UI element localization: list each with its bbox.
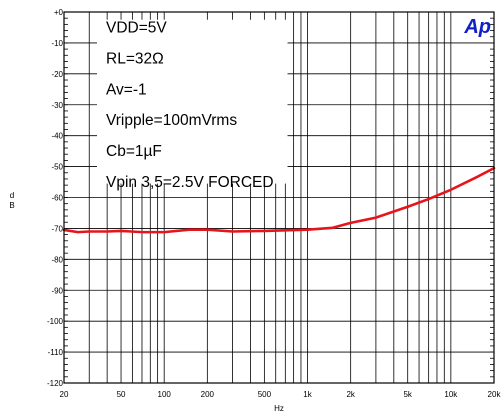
y-tick-label: -120 — [47, 379, 64, 388]
x-tick-label: 20 — [60, 390, 69, 399]
y-tick-label: -70 — [51, 224, 63, 233]
annotation-text: Vpin 3,5=2.5V FORCED — [106, 174, 274, 191]
y-tick-label: -30 — [51, 101, 63, 110]
series-line — [62, 166, 496, 234]
annotation-text: RL=32Ω — [106, 50, 164, 67]
y-tick-label: -110 — [48, 348, 64, 357]
x-tick-label: 100 — [158, 390, 172, 399]
x-tick-label: 1k — [303, 390, 312, 399]
x-tick-label: 20k — [488, 390, 502, 399]
annotation-text: Vripple=100mVrms — [106, 112, 237, 129]
y-tick-label: -50 — [51, 163, 63, 172]
annotation-text: Av=-1 — [106, 81, 147, 98]
y-tick-label: +0 — [54, 8, 64, 17]
y-tick-label: -60 — [51, 194, 63, 203]
annotation-box: VDD=5V RL=32Ω Av=-1 Vripple=100mVrms Cb=1µF V… — [97, 19, 288, 191]
y-tick-label: -80 — [51, 255, 63, 264]
x-tick-label: 200 — [201, 390, 215, 399]
ap-logo: Ap — [463, 16, 491, 38]
y-tick-label: -90 — [51, 286, 63, 295]
series-layer — [62, 166, 496, 234]
x-tick-label: 50 — [117, 390, 126, 399]
y-tick-labels: +0 -10 -20 -30 -40 -50 -60 -70 -80 -90 -100 -110 -12… — [47, 8, 64, 388]
x-tick-label: 10k — [444, 390, 458, 399]
y-tick-label: -100 — [47, 317, 64, 326]
y-tick-label: -20 — [51, 70, 63, 79]
annotation-text: Cb=1µF — [106, 143, 162, 160]
x-tick-label: 2k — [346, 390, 355, 399]
y-tick-label: -40 — [51, 132, 63, 141]
x-tick-labels: 20 50 100 200 500 1k 2k 5k 10k 20k — [60, 390, 502, 399]
x-axis-label: Hz — [274, 404, 284, 413]
annotation-text: VDD=5V — [106, 19, 167, 36]
x-tick-label: 500 — [258, 390, 272, 399]
y-tick-label: -10 — [51, 39, 63, 48]
plot-frame — [63, 11, 495, 384]
annotation-background — [97, 19, 288, 184]
x-tick-label: 5k — [403, 390, 412, 399]
